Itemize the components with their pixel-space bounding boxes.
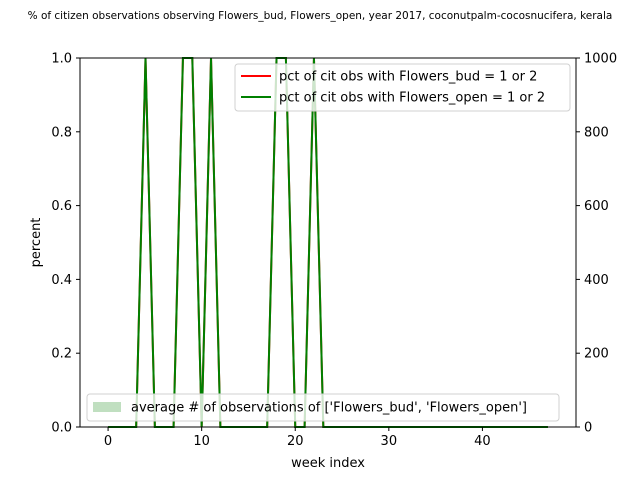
x-axis-label: week index [291, 456, 365, 471]
y2-axis-ticks: 0 200 400 600 800 1000 [576, 52, 617, 436]
y-axis-ticks: 0.0 0.2 0.4 0.6 0.8 1.0 [51, 52, 80, 436]
x-tick-label: 20 [287, 434, 304, 449]
legend-label-flowers-open: pct of cit obs with Flowers_open = 1 or … [279, 91, 545, 106]
y2-tick-label: 0 [584, 421, 592, 436]
y-tick-label: 0.8 [51, 125, 72, 140]
legend-lines-box [234, 63, 571, 112]
legend-lines: pct of cit obs with Flowers_bud = 1 or 2… [234, 63, 571, 112]
legend-bars-box [86, 393, 560, 422]
y2-tick-label: 800 [584, 125, 609, 140]
series-lines [108, 57, 548, 428]
y2-tick-label: 400 [584, 273, 609, 288]
x-tick-label: 40 [474, 434, 491, 449]
legend-bars: average # of observations of ['Flowers_b… [86, 393, 560, 422]
y2-tick-label: 1000 [584, 52, 617, 67]
y2-tick-label: 600 [584, 199, 609, 214]
x-tick-label: 10 [193, 434, 210, 449]
x-tick-label: 30 [381, 434, 398, 449]
series-line-1 [108, 57, 548, 428]
plot-frame [79, 57, 577, 428]
y-axis-label: percent [29, 218, 44, 268]
x-axis-ticks: 0 10 20 30 40 [104, 427, 491, 449]
legend-label-observations: average # of observations of ['Flowers_b… [131, 401, 527, 416]
y-tick-label: 0.6 [51, 199, 72, 214]
y-tick-label: 0.2 [51, 347, 72, 362]
y2-tick-label: 200 [584, 347, 609, 362]
legend-label-flowers-bud: pct of cit obs with Flowers_bud = 1 or 2 [279, 70, 537, 85]
legend-swatch-observations [93, 402, 121, 412]
y-tick-label: 0.4 [51, 273, 72, 288]
y-tick-label: 0.0 [51, 421, 72, 436]
x-tick-label: 0 [104, 434, 112, 449]
chart-title: % of citizen observations observing Flow… [28, 10, 613, 22]
y-tick-label: 1.0 [51, 52, 72, 67]
